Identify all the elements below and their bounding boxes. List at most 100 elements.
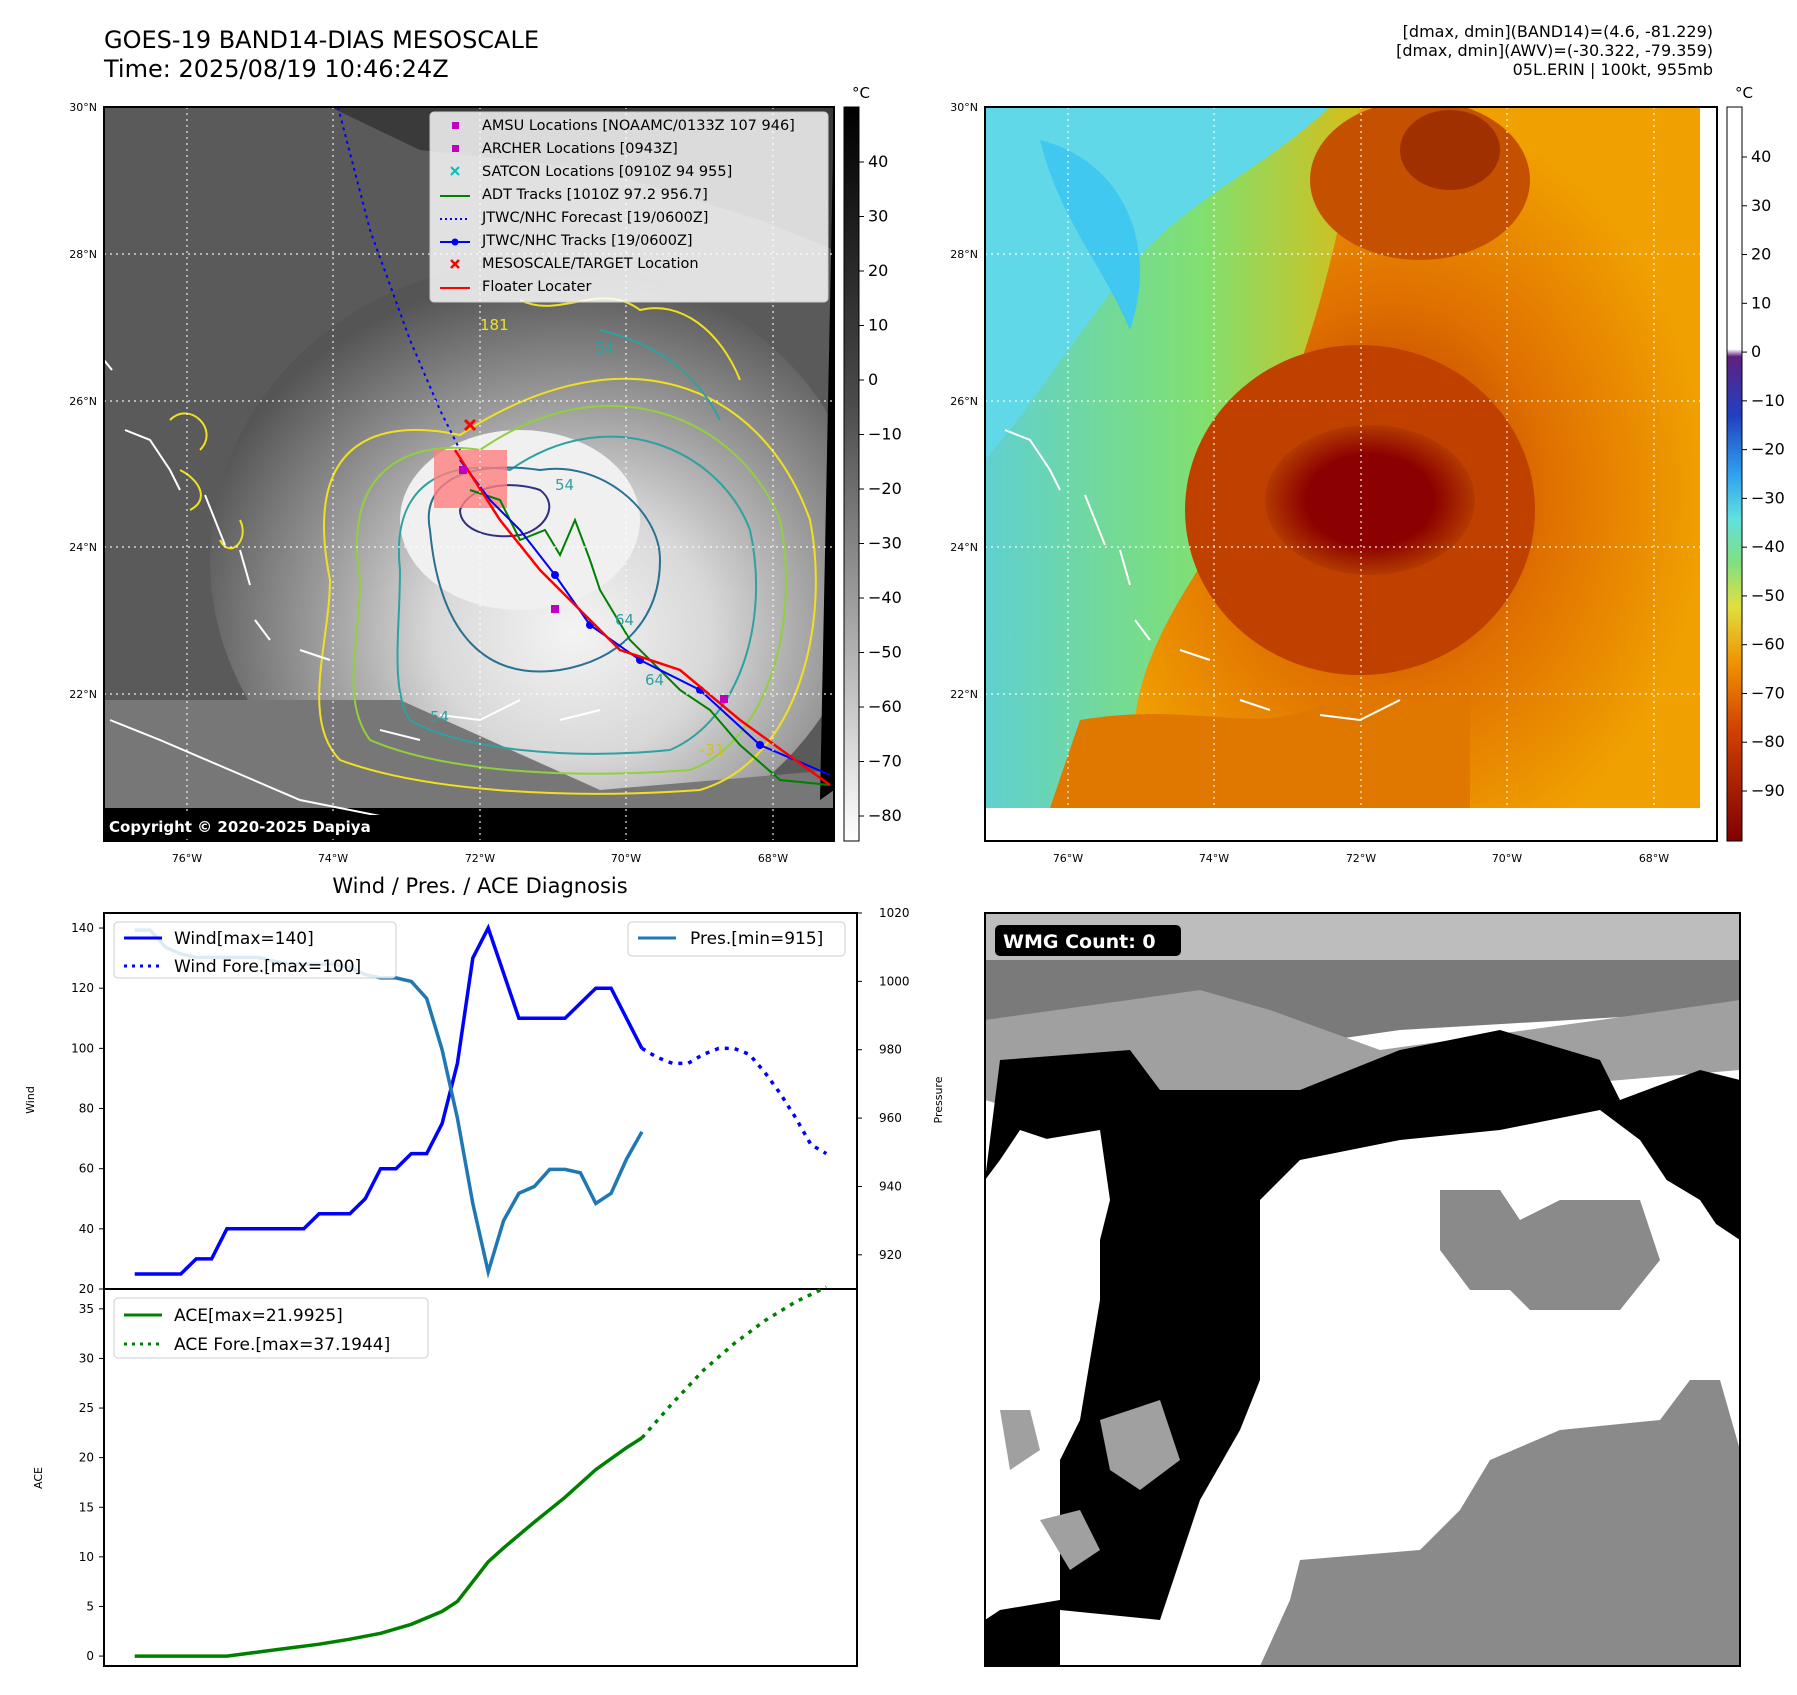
pressure-legend [627,921,846,957]
info-line-3: 05L.ERIN | 100kt, 955mb [1512,60,1713,79]
ace-legend [113,1297,429,1359]
lon-label: 70°W [611,852,641,865]
wind-series-group [134,923,828,1276]
colorbar-tick-label: −70 [1751,683,1785,702]
legend-ace-label: ACE[max=21.9925] [174,1306,343,1326]
colorbar-tick-label: −80 [868,806,902,825]
series-line-observed [134,923,644,1276]
awv-map-axes: 30°N 28°N 26°N 24°N 22°N 76°W 74°W 72°W … [950,101,1669,865]
colorbar-tick-label: 40 [868,152,888,171]
y-tick-label: 5 [86,1599,94,1613]
colorbar-tick-label: −20 [868,479,902,498]
lat-label: 28°N [950,248,978,261]
colorbar-tick-label: 40 [1751,147,1771,166]
y-tick-label: 25 [79,1401,94,1415]
colorbar-tick-label: −10 [1751,391,1785,410]
colorbar-left: °C 40 30 20 10 0 −10 −20 −30 −40 −50 −60 −70 −80 [843,84,902,842]
y-tick-label: 20 [79,1282,94,1296]
legend-pressure-label: Pres.[min=915] [690,929,823,949]
lat-label: 30°N [950,101,978,114]
y-tick-label: 40 [79,1222,94,1236]
lat-label: 30°N [69,101,97,114]
y-tick-label: 30 [79,1351,94,1365]
contour-label: 64 [645,671,664,689]
lon-label: 68°W [1639,852,1669,865]
pressure-ylabel: Pressure [932,1076,945,1123]
title-line-2: Time: 2025/08/19 10:46:24Z [104,55,449,83]
y-tick-label: 1020 [879,906,910,920]
colorbar-tick-label: −50 [868,643,902,662]
y-tick-label: 120 [71,981,94,995]
colorbar-tick-label: −60 [868,697,902,716]
colorbar-tick-label: −80 [1751,732,1785,751]
series-line-observed [134,1436,643,1658]
lon-label: 74°W [1199,852,1229,865]
colorbar-tick-label: −30 [868,534,902,553]
legend-wind-forecast-label: Wind Fore.[max=100] [174,957,361,977]
contour-label: 54 [595,339,614,357]
colorbar-tick-label: −50 [1751,586,1785,605]
colorbar-tick-label: 30 [1751,196,1771,215]
lon-label: 72°W [465,852,495,865]
ace-series-group [134,1285,828,1658]
legend-satcon: SATCON Locations [0910Z 94 955] [482,164,732,180]
legend-amsu: AMSU Locations [NOAAMC/0133Z 107 946] [482,118,795,134]
legend-mesoscale: MESOSCALE/TARGET Location [482,256,699,272]
colorbar-unit: °C [852,84,870,102]
lat-label: 26°N [950,395,978,408]
info-line-1: [dmax, dmin](BAND14)=(4.6, -81.229) [1402,22,1713,41]
info-line-2: [dmax, dmin](AWV)=(-30.322, -79.359) [1396,41,1713,60]
awv-map-panel [984,106,1718,842]
figure-title: GOES-19 BAND14-DIAS MESOSCALE Time: 2025/… [104,26,539,84]
colorbar-tick-label: −70 [868,752,902,771]
colorbar-right: °C 40 30 20 10 0 −10 −20 −30 −40 −50 −60 −70 −80 −90 [1726,84,1785,842]
colorbar-tick-label: 20 [868,261,888,280]
legend-jtwc-forecast: JTWC/NHC Forecast [19/0600Z] [481,210,708,226]
colorbar-tick-label: 30 [868,207,888,226]
contour-label: -31 [700,741,725,759]
y-tick-label: 80 [79,1102,94,1116]
lon-label: 68°W [758,852,788,865]
y-tick-label: 15 [79,1500,94,1514]
colorbar-tick-label: −30 [1751,488,1785,507]
title-line-1: GOES-19 BAND14-DIAS MESOSCALE [104,26,540,54]
lat-label: 22°N [950,688,978,701]
y-tick-label: 1000 [879,974,910,988]
ir-map-axes: 30°N 28°N 26°N 24°N 22°N 76°W 74°W 72°W … [69,101,788,865]
lat-label: 26°N [69,395,97,408]
copyright-text: Copyright © 2020-2025 Dapiya [109,818,371,836]
y-tick-label: 20 [79,1451,94,1465]
contour-label: 54 [430,708,449,726]
lon-label: 76°W [1053,852,1083,865]
contour-label: 64 [615,611,634,629]
legend-archer: ARCHER Locations [0943Z] [482,141,678,157]
y-tick-label: 960 [879,1111,902,1125]
wmg-count-label: WMG Count: 0 [1003,931,1156,953]
diagnosis-panel: Wind / Pres. / ACE Diagnosis 20406080100… [24,874,945,1667]
lon-label: 72°W [1346,852,1376,865]
map-legend: AMSU Locations [NOAAMC/0133Z 107 946] AR… [429,111,829,303]
legend-wind-label: Wind[max=140] [174,929,314,949]
y-tick-label: 0 [86,1649,94,1663]
y-tick-label: 920 [879,1248,902,1262]
lat-label: 28°N [69,248,97,261]
contour-label: 54 [555,476,574,494]
y-tick-label: 140 [71,921,94,935]
colorbar-tick-label: −90 [1751,781,1785,800]
diagnosis-title: Wind / Pres. / ACE Diagnosis [332,874,627,898]
legend-floater: Floater Locater [482,279,591,295]
ace-ylabel: ACE [32,1467,45,1489]
legend-jtwc-tracks: JTWC/NHC Tracks [19/0600Z] [481,233,693,249]
colorbar-tick-label: 20 [1751,245,1771,264]
colorbar-tick-label: −60 [1751,635,1785,654]
legend-adt: ADT Tracks [1010Z 97.2 956.7] [482,187,708,203]
lat-label: 24°N [950,541,978,554]
contour-label: 181 [480,316,509,334]
y-tick-label: 100 [71,1041,94,1055]
lat-label: 22°N [69,688,97,701]
series-line-forecast [640,1285,828,1440]
ace-axes [103,1288,858,1667]
y-tick-label: 940 [879,1179,902,1193]
wind-ylabel: Wind [24,1086,37,1114]
